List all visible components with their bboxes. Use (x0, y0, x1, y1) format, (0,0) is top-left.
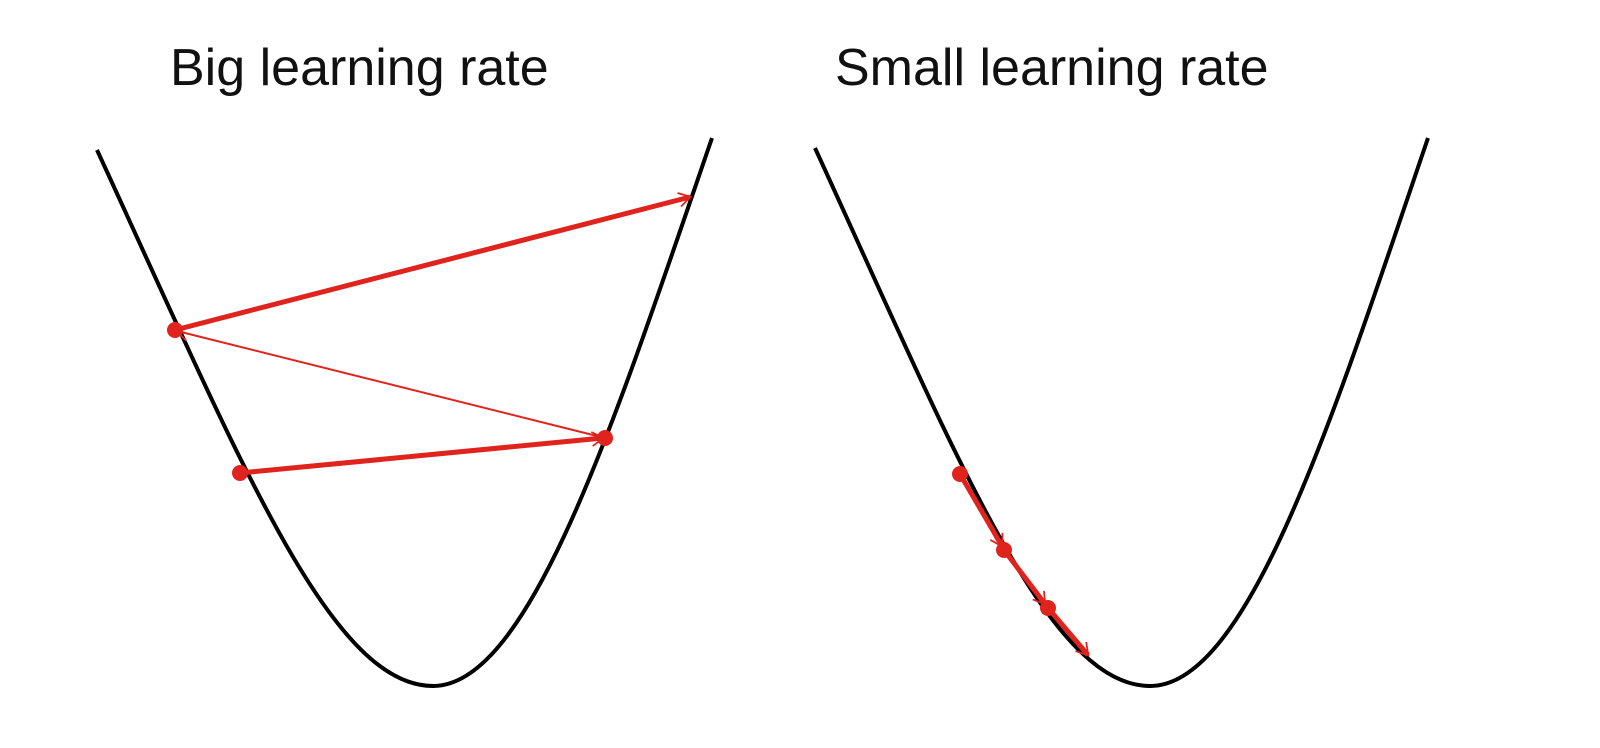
loss-curve-left (95, 137, 714, 689)
panel-title-big-learning-rate: Big learning rate (170, 39, 549, 97)
step-point (597, 430, 613, 446)
step-arrow-3 (174, 192, 693, 333)
step-arrow-3 (1046, 606, 1090, 657)
big-lr-steps (174, 192, 693, 476)
step-point (996, 542, 1012, 558)
step-arrow-2 (174, 326, 606, 439)
small-lr-steps (957, 472, 1090, 657)
step-arrow-2 (1002, 548, 1047, 606)
step-arrow-1 (957, 472, 1005, 548)
step-arrow-1 (239, 431, 606, 476)
step-point (232, 465, 248, 481)
step-point (952, 466, 968, 482)
panel-title-small-learning-rate: Small learning rate (835, 39, 1269, 97)
loss-curve-right (813, 137, 1430, 689)
step-point (1040, 600, 1056, 616)
step-point (167, 322, 183, 338)
